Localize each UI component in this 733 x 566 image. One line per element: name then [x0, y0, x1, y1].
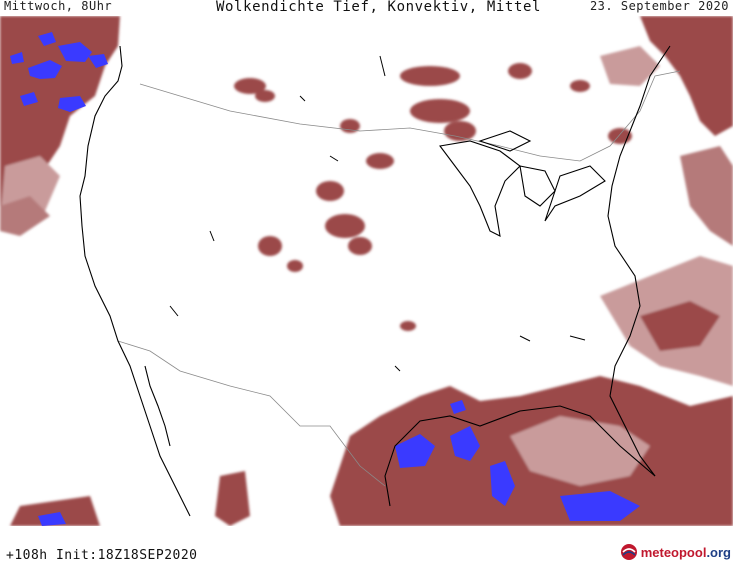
logo-text-main: meteopool	[640, 544, 707, 560]
forecast-run-info: +108h Init:18Z18SEP2020	[6, 548, 198, 563]
logo-globe-icon	[620, 544, 637, 560]
map-title: Wolkendichte Tief, Konvektiv, Mittel	[216, 0, 542, 15]
scattered-lakes	[169, 55, 586, 372]
forecast-date-label: 23. September 2020	[589, 0, 729, 13]
coastlines	[79, 45, 671, 517]
meteopool-logo[interactable]: meteopool.org	[620, 543, 731, 561]
forecast-day-label: Mittwoch, 8Uhr	[4, 0, 113, 13]
footer-bar: +108h Init:18Z18SEP2020 meteopool.org	[0, 526, 733, 566]
cloud-field-northeast	[600, 16, 733, 246]
cloud-convective-pacific	[10, 32, 108, 112]
cloud-convective-gulf	[38, 400, 640, 526]
cloud-field-gulf	[10, 256, 733, 526]
cloud-density-map	[0, 16, 733, 526]
logo-text: meteopool.org	[641, 545, 731, 560]
logo-text-tld: .org	[706, 544, 731, 560]
cloud-field-pacific	[0, 16, 120, 236]
header-bar: Mittwoch, 8Uhr Wolkendichte Tief, Konvek…	[0, 0, 733, 16]
cloud-patches-continental	[234, 63, 632, 331]
